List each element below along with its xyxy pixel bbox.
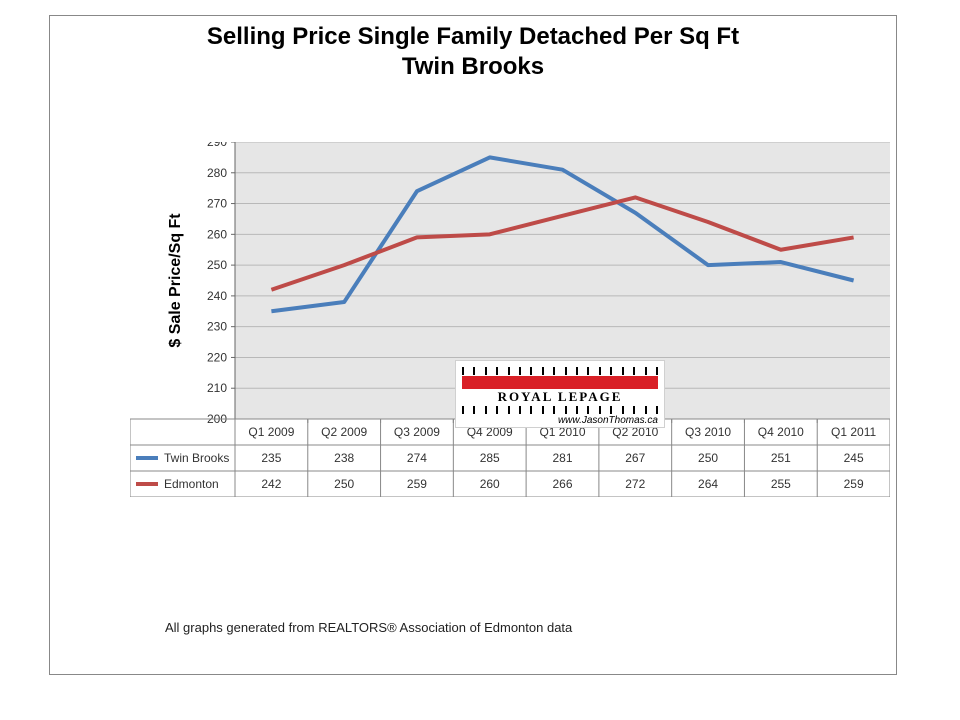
legend-swatch	[136, 456, 158, 460]
data-table-cell: 242	[261, 477, 281, 491]
y-tick-label: 290	[207, 142, 227, 149]
data-table-cell: 285	[480, 451, 500, 465]
y-tick-label: 280	[207, 166, 227, 180]
red-bar	[462, 376, 658, 389]
chart-area: 200210220230240250260270280290$ Sale Pri…	[130, 142, 890, 497]
y-tick-label: 220	[207, 350, 227, 364]
brand-name: ROYAL LEPAGE	[462, 390, 658, 404]
brand-url: www.JasonThomas.ca	[462, 415, 658, 426]
barcode-top	[462, 367, 658, 375]
data-table-cell: 264	[698, 477, 718, 491]
y-tick-label: 270	[207, 197, 227, 211]
data-table-cell: 251	[771, 451, 791, 465]
data-table-cell: 259	[407, 477, 427, 491]
data-table-cell: 250	[698, 451, 718, 465]
data-table-cell: 255	[771, 477, 791, 491]
legend-swatch	[136, 482, 158, 486]
category-label: Q4 2010	[758, 425, 804, 439]
category-label: Q3 2010	[685, 425, 731, 439]
barcode-bottom	[462, 406, 658, 414]
data-table-cell: 235	[261, 451, 281, 465]
data-table-cell: 267	[625, 451, 645, 465]
y-tick-label: 260	[207, 227, 227, 241]
title-line-2: Twin Brooks	[60, 52, 886, 82]
category-label: Q3 2009	[394, 425, 440, 439]
footnote-text: All graphs generated from REALTORS® Asso…	[165, 620, 572, 635]
y-tick-label: 210	[207, 381, 227, 395]
data-table-cell: 266	[552, 477, 572, 491]
data-table-cell: 250	[334, 477, 354, 491]
category-label: Q1 2009	[248, 425, 294, 439]
watermark-logo: ROYAL LEPAGE www.JasonThomas.ca	[455, 360, 665, 428]
data-table-cell: 259	[844, 477, 864, 491]
data-table-cell: 238	[334, 451, 354, 465]
y-tick-label: 250	[207, 258, 227, 272]
legend-label: Edmonton	[164, 477, 219, 491]
y-axis-label: $ Sale Price/Sq Ft	[167, 213, 184, 348]
title-line-1: Selling Price Single Family Detached Per…	[60, 22, 886, 52]
line-chart-svg: 200210220230240250260270280290$ Sale Pri…	[130, 142, 890, 497]
y-tick-label: 240	[207, 289, 227, 303]
category-label: Q1 2011	[831, 425, 876, 439]
data-table-cell: 274	[407, 451, 427, 465]
category-label: Q2 2009	[321, 425, 367, 439]
data-table-cell: 272	[625, 477, 645, 491]
data-table-cell: 260	[480, 477, 500, 491]
data-table-cell: 245	[844, 451, 864, 465]
legend-label: Twin Brooks	[164, 451, 229, 465]
data-table-cell: 281	[552, 451, 572, 465]
y-tick-label: 230	[207, 320, 227, 334]
chart-title: Selling Price Single Family Detached Per…	[60, 22, 886, 82]
